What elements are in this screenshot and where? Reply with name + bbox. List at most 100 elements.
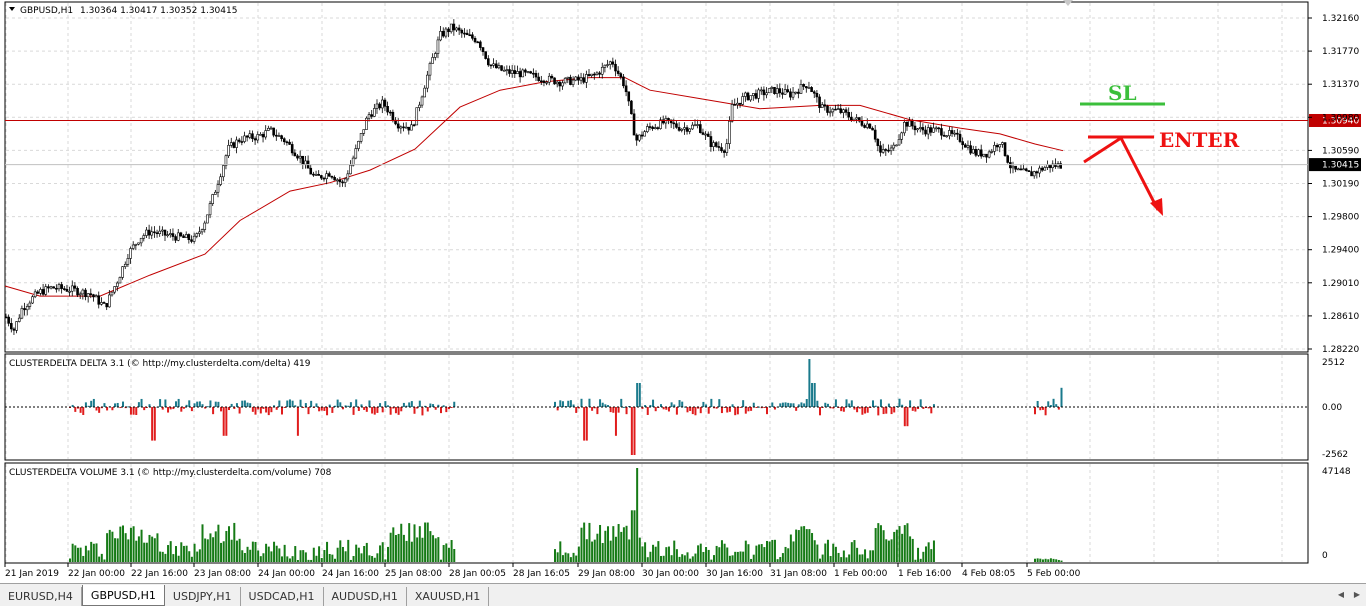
candle-body bbox=[386, 106, 389, 113]
delta-bar bbox=[758, 406, 761, 408]
volume-bar bbox=[363, 545, 366, 562]
candle-body bbox=[518, 71, 522, 78]
delta-bar bbox=[713, 407, 715, 409]
candle-body bbox=[969, 145, 972, 154]
delta-bar bbox=[683, 406, 686, 408]
candle-body bbox=[714, 142, 718, 147]
tab-scroll-controls: ◀ ▶ bbox=[1334, 586, 1364, 602]
delta-bar bbox=[92, 398, 95, 407]
tab-xauusd-h1[interactable]: XAUUSD,H1 bbox=[407, 587, 490, 606]
candle-body bbox=[606, 64, 609, 66]
candle-body bbox=[630, 100, 633, 115]
chart-menu-icon[interactable] bbox=[9, 7, 15, 11]
delta-bar bbox=[296, 407, 299, 436]
candle-body bbox=[44, 286, 48, 295]
delta-bar bbox=[678, 400, 681, 407]
delta-bar bbox=[323, 407, 326, 411]
delta-bar bbox=[119, 407, 122, 409]
candle-body bbox=[426, 74, 429, 89]
candle-body bbox=[166, 234, 169, 237]
candle-body bbox=[706, 133, 710, 137]
candle-body bbox=[110, 291, 114, 296]
price-tick-label: 1.30190 bbox=[1322, 180, 1359, 190]
volume-bar bbox=[445, 543, 448, 562]
delta-bar bbox=[251, 407, 254, 412]
volume-bar bbox=[909, 536, 912, 562]
candle-body bbox=[934, 127, 938, 130]
delta-bar bbox=[320, 407, 323, 411]
candle-body bbox=[60, 284, 63, 289]
tab-audusd-h1[interactable]: AUDUSD,H1 bbox=[324, 587, 407, 606]
volume-bar bbox=[429, 531, 432, 562]
delta-bar bbox=[310, 400, 313, 407]
volume-bar bbox=[273, 541, 276, 562]
volume-bar bbox=[432, 535, 435, 562]
volume-bar bbox=[667, 546, 670, 562]
candle-body bbox=[108, 294, 111, 308]
delta-bar bbox=[864, 407, 867, 414]
candle-body bbox=[396, 123, 400, 129]
candle-body bbox=[285, 141, 289, 144]
tab-gbpusd-h1[interactable]: GBPUSD,H1 bbox=[81, 585, 165, 606]
delta-bar bbox=[773, 407, 776, 410]
candle-body bbox=[754, 93, 758, 99]
tab-usdjpy-h1[interactable]: USDJPY,H1 bbox=[165, 587, 241, 606]
delta-bar bbox=[307, 407, 310, 415]
candle-body bbox=[675, 123, 678, 128]
scroll-left-icon[interactable]: ◀ bbox=[1337, 589, 1345, 599]
volume-bar bbox=[887, 540, 890, 562]
volume-bar bbox=[153, 538, 156, 562]
volume-bar bbox=[145, 542, 148, 562]
candle-body bbox=[736, 102, 739, 106]
delta-bar bbox=[607, 405, 609, 407]
candle-body bbox=[261, 134, 265, 138]
delta-bar bbox=[689, 407, 692, 411]
arrow-down-icon bbox=[1150, 198, 1163, 216]
candle-body bbox=[486, 58, 490, 66]
candle-body bbox=[704, 133, 707, 136]
volume-bar bbox=[228, 526, 230, 562]
delta-bar bbox=[577, 407, 580, 409]
delta-bar bbox=[901, 404, 904, 407]
candle-body bbox=[224, 155, 228, 166]
tab-eurusd-h4[interactable]: EURUSD,H4 bbox=[0, 587, 82, 606]
delta-bar bbox=[840, 407, 843, 412]
candle-body bbox=[728, 120, 731, 144]
delta-bar bbox=[447, 407, 450, 410]
delta-bar bbox=[204, 407, 207, 409]
level-price-tag bbox=[1309, 113, 1361, 127]
candle-body bbox=[820, 104, 824, 108]
volume-bar bbox=[652, 544, 655, 562]
delta-bar bbox=[180, 407, 183, 412]
candle-body bbox=[7, 316, 10, 324]
candle-body bbox=[611, 61, 615, 65]
candle-body bbox=[547, 75, 551, 83]
delta-bar bbox=[371, 407, 374, 414]
chart-shift-marker-icon[interactable] bbox=[1063, 0, 1073, 6]
volume-bar bbox=[259, 556, 262, 562]
candle-body bbox=[81, 289, 85, 295]
volume-bar bbox=[864, 549, 867, 562]
scroll-right-icon[interactable]: ▶ bbox=[1353, 589, 1361, 599]
volume-bar bbox=[119, 526, 122, 562]
volume-bar bbox=[927, 542, 930, 562]
candle-body bbox=[288, 141, 291, 145]
volume-bar bbox=[829, 556, 832, 562]
candle-body bbox=[298, 155, 302, 159]
candle-body bbox=[436, 39, 440, 54]
delta-bar bbox=[819, 407, 821, 416]
candle-body bbox=[616, 70, 620, 74]
candle-body bbox=[365, 117, 368, 130]
candle-body bbox=[653, 127, 657, 129]
candle-body bbox=[282, 138, 286, 143]
delta-bar bbox=[752, 402, 755, 407]
delta-bar bbox=[135, 407, 138, 415]
tab-usdcad-h1[interactable]: USDCAD,H1 bbox=[241, 587, 324, 606]
volume-bar bbox=[922, 551, 925, 562]
chart-canvas[interactable]: 1.30940 1.30415 GBPUSD,H1 1.30364 1.3041… bbox=[0, 0, 1366, 583]
candle-body bbox=[993, 145, 996, 152]
candle-body bbox=[823, 104, 827, 107]
candle-body bbox=[245, 135, 249, 138]
volume-bar bbox=[726, 547, 729, 562]
candle-body bbox=[545, 81, 548, 84]
